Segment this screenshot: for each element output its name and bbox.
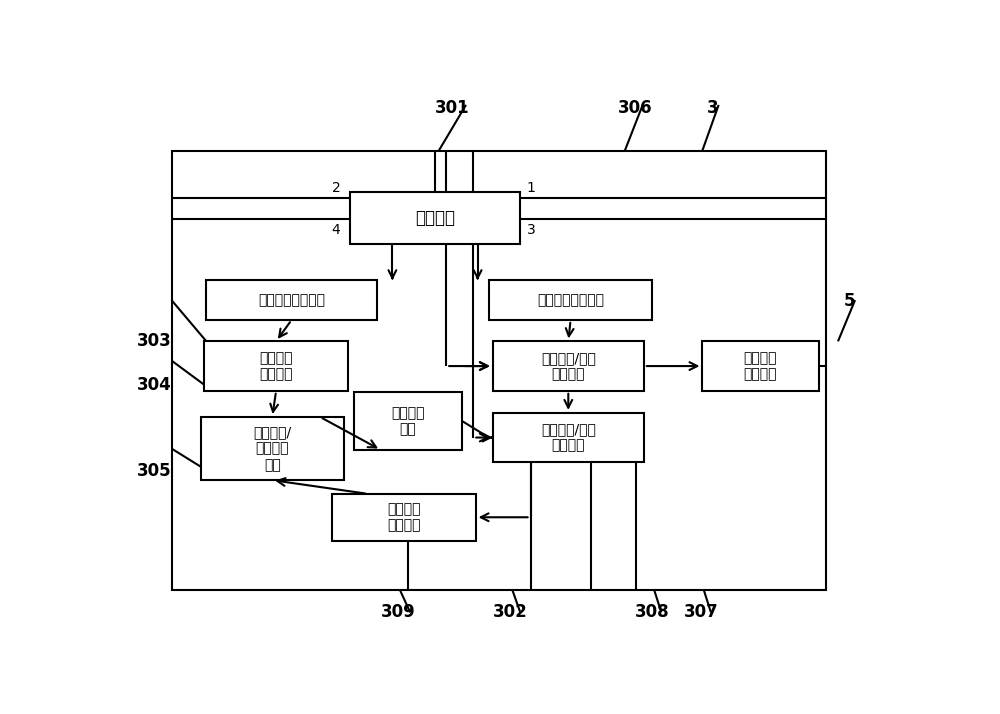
Text: 第二时延/
相位检测
模块: 第二时延/ 相位检测 模块 [253,426,291,472]
Text: 3: 3 [526,223,535,237]
FancyBboxPatch shape [206,281,377,320]
Text: 304: 304 [137,376,172,394]
Text: 第三光电
转换模块: 第三光电 转换模块 [744,351,777,381]
FancyBboxPatch shape [204,341,348,391]
Text: 302: 302 [493,603,528,621]
Text: 2: 2 [332,181,340,195]
FancyBboxPatch shape [350,191,520,243]
Text: 301: 301 [435,99,469,116]
FancyBboxPatch shape [489,281,652,320]
Text: 第二时延/相位
补偿模块: 第二时延/相位 补偿模块 [541,351,596,381]
Text: 305: 305 [137,461,172,480]
Text: 303: 303 [137,332,172,351]
Text: 308: 308 [635,603,669,621]
FancyBboxPatch shape [702,341,819,391]
Text: 第四波分复用模块: 第四波分复用模块 [537,293,604,307]
Text: 5: 5 [844,292,855,310]
FancyBboxPatch shape [332,494,476,540]
Text: 4: 4 [332,223,340,237]
Text: 307: 307 [684,603,719,621]
Text: 1: 1 [526,181,535,195]
Text: 光耦合器: 光耦合器 [415,208,455,226]
Text: 306: 306 [618,99,652,116]
Text: 第二光电
转换模块: 第二光电 转换模块 [387,502,421,533]
Text: 3: 3 [707,99,718,116]
Text: 第一光电
转换模块: 第一光电 转换模块 [259,351,293,381]
Text: 第三波分复用模块: 第三波分复用模块 [258,293,325,307]
Text: 309: 309 [380,603,415,621]
FancyBboxPatch shape [493,413,644,462]
Text: 第三时延/相位
补偿模块: 第三时延/相位 补偿模块 [541,423,596,453]
FancyBboxPatch shape [493,341,644,391]
FancyBboxPatch shape [354,392,462,450]
FancyBboxPatch shape [201,417,344,480]
Text: 第二控制
模块: 第二控制 模块 [391,406,425,436]
